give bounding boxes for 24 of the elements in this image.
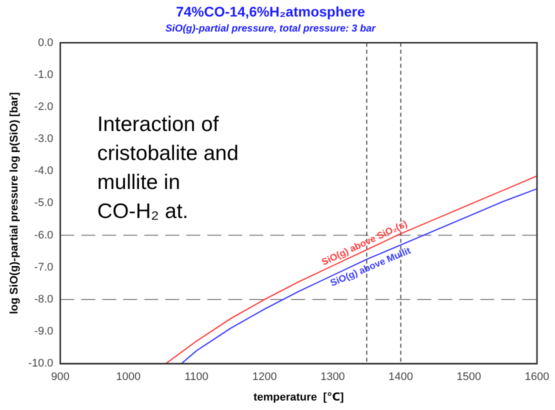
y-tick-label: -4.0 xyxy=(34,165,54,178)
y-tick-label: -10.0 xyxy=(28,358,54,370)
x-tick-label: 1500 xyxy=(456,371,482,384)
y-tick-label: -6.0 xyxy=(34,229,54,242)
y-axis-title: log SiO(g)-partial pressure log p(SiO) [bar] xyxy=(8,92,21,314)
chart-subtitle: SiO(g)-partial pressure, total pressure: 3 bar xyxy=(165,24,377,35)
x-tick-label: 1300 xyxy=(320,371,345,384)
x-tick-label: 1000 xyxy=(116,371,141,384)
y-tick-label: -8.0 xyxy=(34,293,54,306)
chart-title: 74%CO-14,6%H₂atmosphere xyxy=(176,3,366,20)
x-tick-label: 1600 xyxy=(524,371,550,384)
x-tick-label: 1200 xyxy=(252,371,277,384)
y-tick-label: -5.0 xyxy=(34,197,54,210)
annotation: Interaction of cristobalite and mullite in CO-H₂ at. xyxy=(97,113,239,224)
x-tick-label: 1400 xyxy=(388,371,414,384)
x-axis-title: temperature [℃] xyxy=(253,391,344,404)
x-tick-label: 1100 xyxy=(184,371,208,384)
y-tick-label: -9.0 xyxy=(34,326,54,338)
x-tick-label: 900 xyxy=(51,371,70,384)
y-tick-label: -7.0 xyxy=(34,261,54,274)
y-tick-label: 0.0 xyxy=(38,36,54,49)
y-tick-label: -3.0 xyxy=(34,133,54,146)
y-tick-label: -2.0 xyxy=(34,100,54,113)
y-tick-label: -1.0 xyxy=(34,68,54,81)
